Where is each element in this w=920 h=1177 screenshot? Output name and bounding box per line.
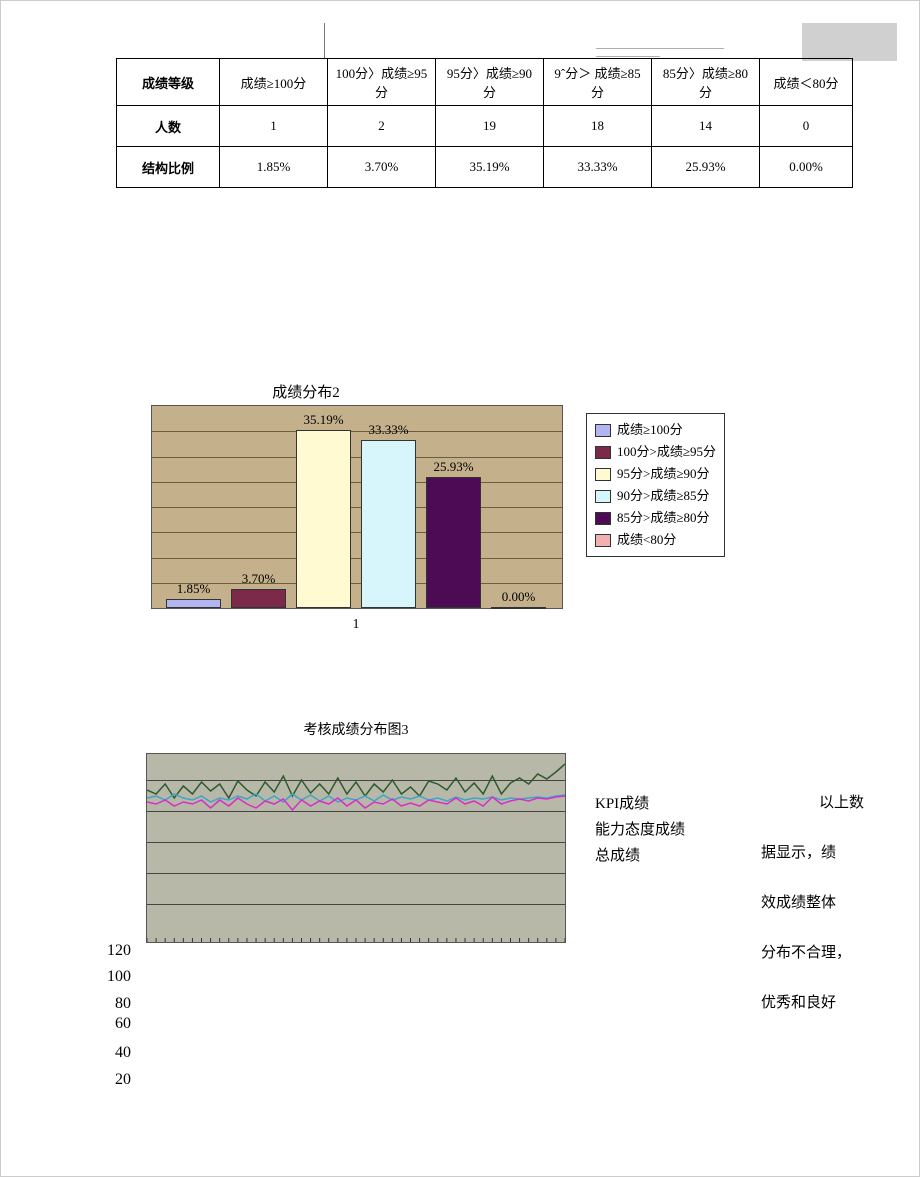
chart2-legend-swatch-5 [595, 534, 611, 547]
chart2-bar-2 [296, 430, 351, 608]
table-row-header: 成绩等级 成绩≥100分 100分〉成绩≥95分 95分〉成绩≥90分 9ˆ分＞… [117, 59, 853, 106]
chart2-legend-swatch-2 [595, 468, 611, 481]
chart3-legend-1: 能力态度成绩 [595, 817, 685, 843]
right-text-2: 据显示，绩 [761, 844, 836, 864]
col-header-3: 9ˆ分＞ 成绩≥85分 [544, 59, 652, 106]
right-text-1: 以上数 [819, 794, 864, 814]
score-table: 成绩等级 成绩≥100分 100分〉成绩≥95分 95分〉成绩≥90分 9ˆ分＞… [116, 58, 853, 188]
chart2-bar-label-4: 25.93% [414, 459, 494, 475]
chart2-bar-label-3: 33.33% [349, 422, 429, 438]
chart3-legend-0: KPI成绩 [595, 791, 685, 817]
chart2-bar-4 [426, 477, 481, 608]
chart2-legend-swatch-0 [595, 424, 611, 437]
chart2-legend-label-5: 成绩<80分 [617, 529, 676, 551]
chart2-bar-1 [231, 589, 286, 608]
count-3: 18 [544, 106, 652, 147]
chart2-legend-swatch-3 [595, 490, 611, 503]
count-4: 14 [652, 106, 760, 147]
ratio-5: 0.00% [760, 147, 853, 188]
row-header-grade: 成绩等级 [117, 59, 220, 106]
ylabel-40: 40 [91, 1044, 131, 1062]
col-header-4: 85分〉成绩≥80分 [652, 59, 760, 106]
ratio-0: 1.85% [220, 147, 328, 188]
chart2-title: 成绩分布2 [1, 381, 611, 402]
chart3-series-2 [147, 796, 565, 810]
row-header-ratio: 结构比例 [117, 147, 220, 188]
right-text-5: 优秀和良好 [761, 994, 836, 1014]
chart3-legend: KPI成绩 能力态度成绩 总成绩 [595, 791, 685, 869]
count-2: 19 [436, 106, 544, 147]
right-text-4: 分布不合理， [761, 944, 851, 964]
ylabel-120: 120 [91, 942, 131, 960]
chart2-area: 1.85%3.70%35.19%33.33%25.93%0.00% 1 [151, 405, 563, 609]
chart3-title: 考核成绩分布图3 [146, 719, 566, 739]
col-header-5: 成绩＜80分 [760, 59, 853, 106]
chart2-bar-3 [361, 440, 416, 608]
chart2-bar-label-1: 3.70% [219, 571, 299, 587]
chart3-plot [146, 753, 566, 943]
chart2-legend-item-5: 成绩<80分 [595, 529, 716, 551]
chart2-legend-item-1: 100分>成绩≥95分 [595, 441, 716, 463]
grey-header-box [802, 23, 897, 61]
header-vertical-line [324, 23, 325, 58]
ylabel-20: 20 [91, 1071, 131, 1089]
col-header-2: 95分〉成绩≥90分 [436, 59, 544, 106]
chart2-legend-item-4: 85分>成绩≥80分 [595, 507, 716, 529]
ratio-3: 33.33% [544, 147, 652, 188]
count-0: 1 [220, 106, 328, 147]
chart2-legend-item-2: 95分>成绩≥90分 [595, 463, 716, 485]
chart2-legend-item-0: 成绩≥100分 [595, 419, 716, 441]
row-header-count: 人数 [117, 106, 220, 147]
col-header-0: 成绩≥100分 [220, 59, 328, 106]
chart2-bar-5 [491, 607, 546, 608]
count-1: 2 [328, 106, 436, 147]
chart2-legend-item-3: 90分>成绩≥85分 [595, 485, 716, 507]
ratio-1: 3.70% [328, 147, 436, 188]
chart2-legend-swatch-4 [595, 512, 611, 525]
chart2-legend: 成绩≥100分100分>成绩≥95分95分>成绩≥90分90分>成绩≥85分85… [586, 413, 725, 557]
ylabel-100: 100 [91, 968, 131, 986]
count-5: 0 [760, 106, 853, 147]
chart2-xlabel: 1 [151, 617, 561, 633]
ratio-2: 35.19% [436, 147, 544, 188]
ylabel-60: 60 [91, 1015, 131, 1033]
chart2-legend-label-3: 90分>成绩≥85分 [617, 485, 709, 507]
chart2-legend-label-0: 成绩≥100分 [617, 419, 683, 441]
ylabel-80: 80 [91, 995, 131, 1013]
chart2-bar-0 [166, 599, 221, 608]
table-row-ratio: 结构比例 1.85% 3.70% 35.19% 33.33% 25.93% 0.… [117, 147, 853, 188]
chart2-legend-swatch-1 [595, 446, 611, 459]
chart2-legend-label-2: 95分>成绩≥90分 [617, 463, 709, 485]
chart3-legend-2: 总成绩 [595, 843, 685, 869]
col-header-1: 100分〉成绩≥95分 [328, 59, 436, 106]
table-row-count: 人数 1 2 19 18 14 0 [117, 106, 853, 147]
chart2-bar-label-5: 0.00% [479, 589, 559, 605]
chart2-legend-label-4: 85分>成绩≥80分 [617, 507, 709, 529]
chart3-series-0 [147, 764, 565, 798]
right-text-3: 效成绩整体 [761, 894, 836, 914]
ch art2-plot: 1.85%3.70%35.19%33.33%25.93%0.00% [151, 405, 563, 609]
ratio-4: 25.93% [652, 147, 760, 188]
chart2-legend-label-1: 100分>成绩≥95分 [617, 441, 716, 463]
